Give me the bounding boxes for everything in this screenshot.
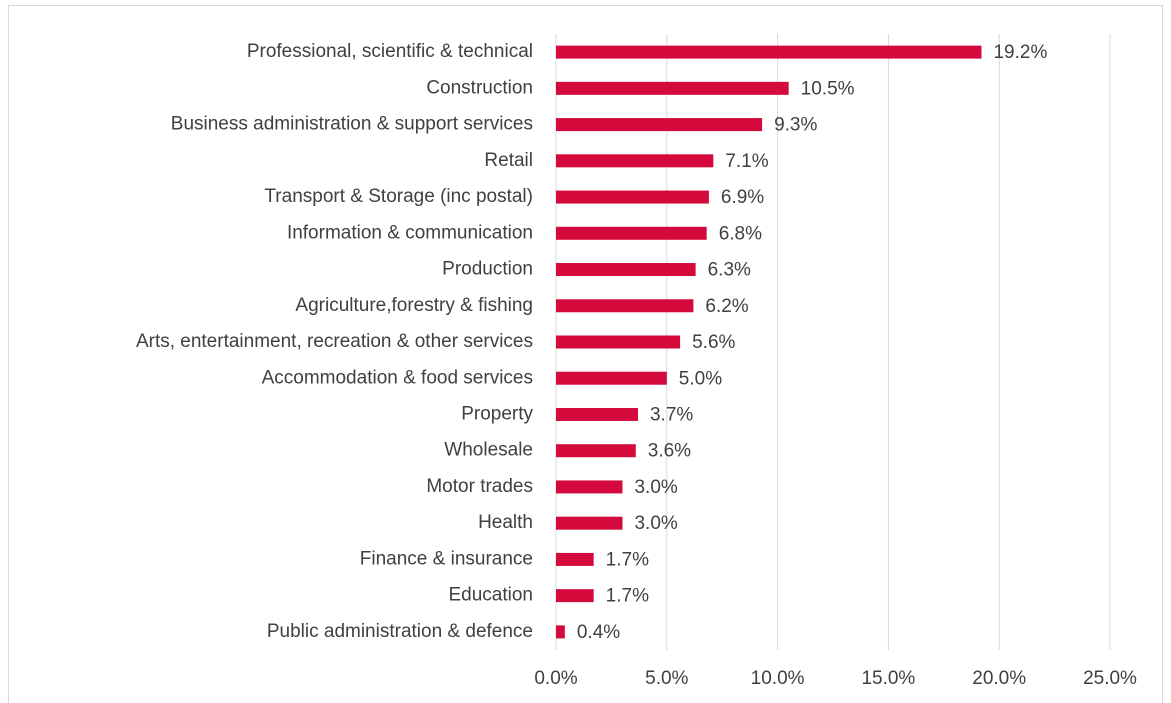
bar (556, 407, 638, 421)
bar (556, 45, 982, 59)
data-label: 6.2% (705, 296, 748, 317)
x-tick-label: 10.0% (751, 668, 805, 689)
chart-border (8, 5, 1163, 703)
data-label: 1.7% (606, 549, 649, 570)
bar (556, 589, 594, 603)
y-tick-label: Professional, scientific & technical (247, 41, 533, 62)
x-tick-label: 0.0% (534, 668, 577, 689)
y-tick-label: Information & communication (287, 222, 533, 243)
bar (556, 118, 763, 132)
y-tick-label: Business administration & support servic… (171, 114, 533, 135)
data-label: 9.3% (774, 115, 817, 136)
y-tick-label: Motor trades (426, 476, 533, 497)
data-label: 3.0% (634, 513, 677, 534)
y-tick-label: Agriculture,forestry & fishing (295, 295, 533, 316)
data-label: 0.4% (577, 622, 620, 643)
x-tick-label: 5.0% (645, 668, 688, 689)
x-tick-label: 20.0% (972, 668, 1026, 689)
x-tick-label: 25.0% (1083, 668, 1137, 689)
bar (556, 190, 709, 204)
bar (556, 81, 789, 95)
bar (556, 371, 667, 385)
bar (556, 552, 594, 566)
y-tick-label: Finance & insurance (360, 548, 533, 569)
y-tick-label: Health (478, 512, 533, 533)
y-tick-label: Accommodation & food services (262, 367, 533, 388)
bar (556, 625, 565, 639)
bar (556, 335, 681, 349)
data-label: 7.1% (725, 151, 768, 172)
data-label: 5.0% (679, 368, 722, 389)
y-tick-label: Property (461, 403, 533, 424)
y-tick-label: Construction (426, 77, 533, 98)
data-label: 19.2% (993, 42, 1047, 63)
y-tick-label: Production (442, 259, 533, 280)
y-tick-label: Retail (484, 150, 533, 171)
data-label: 1.7% (606, 586, 649, 607)
y-tick-label: Wholesale (444, 440, 533, 461)
bar (556, 480, 623, 494)
data-label: 10.5% (801, 78, 855, 99)
data-label: 6.9% (721, 187, 764, 208)
data-label: 6.8% (719, 223, 762, 244)
data-label: 3.7% (650, 404, 693, 425)
bar (556, 444, 636, 458)
bar (556, 299, 694, 313)
y-tick-label: Arts, entertainment, recreation & other … (136, 331, 533, 352)
bar (556, 226, 707, 240)
bar (556, 154, 714, 168)
data-label: 3.0% (634, 477, 677, 498)
x-tick-label: 15.0% (861, 668, 915, 689)
y-tick-label: Public administration & defence (267, 621, 533, 642)
data-label: 5.6% (692, 332, 735, 353)
bar (556, 516, 623, 530)
y-tick-label: Transport & Storage (inc postal) (264, 186, 533, 207)
y-tick-label: Education (448, 585, 533, 606)
data-label: 3.6% (648, 441, 691, 462)
data-label: 6.3% (708, 260, 751, 281)
bar (556, 263, 696, 277)
